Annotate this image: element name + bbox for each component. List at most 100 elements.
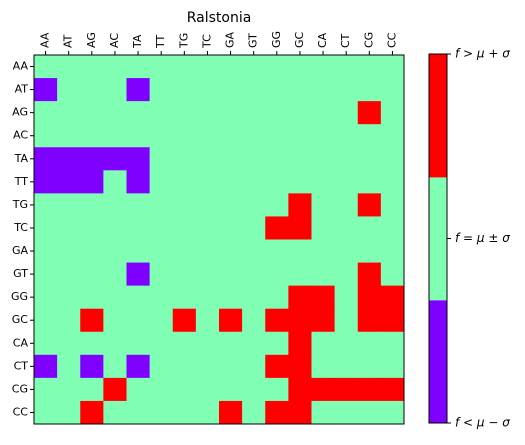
heatmap-cell <box>195 308 220 333</box>
heatmap-cell <box>265 377 289 402</box>
heatmap-cell <box>34 124 58 148</box>
y-tick-label: CC <box>13 405 29 418</box>
heatmap-cell <box>103 331 127 356</box>
heatmap-cell <box>242 170 266 194</box>
x-tick-label: TT <box>154 34 167 49</box>
heatmap-cell <box>380 101 405 125</box>
heatmap-cell <box>219 354 243 379</box>
heatmap-cell <box>265 101 289 125</box>
heatmap-cell <box>80 216 104 240</box>
y-tick-label: TT <box>14 175 29 188</box>
heatmap-cell <box>149 147 174 171</box>
heatmap-cell <box>172 55 197 79</box>
x-tick-label: GT <box>247 33 260 48</box>
heatmap-cell <box>126 193 151 217</box>
heatmap-cell <box>149 239 174 263</box>
heatmap-cell <box>195 101 220 125</box>
heatmap-cell <box>334 354 359 379</box>
heatmap-cell <box>126 78 151 102</box>
heatmap-cell <box>380 308 405 333</box>
heatmap-cell <box>103 216 127 240</box>
heatmap-cell <box>103 78 127 102</box>
heatmap-cell <box>172 377 197 402</box>
heatmap-cell <box>219 101 243 125</box>
y-tick-label: CG <box>12 382 28 395</box>
heatmap-cell <box>242 124 266 148</box>
x-tick-label: GA <box>224 31 237 48</box>
y-tick-label: GC <box>12 313 29 326</box>
heatmap-cell <box>265 193 289 217</box>
heatmap-cell <box>57 285 81 310</box>
y-tick-label: GG <box>11 290 28 303</box>
heatmap-cell <box>149 124 174 148</box>
heatmap-cell <box>126 216 151 240</box>
heatmap-cell <box>126 308 151 333</box>
heatmap-cell <box>288 78 312 102</box>
heatmap-cell <box>126 101 151 125</box>
heatmap-cell <box>149 400 174 425</box>
x-tick-label: GC <box>293 31 306 48</box>
heatmap-cell <box>357 377 382 402</box>
heatmap-cell <box>334 377 359 402</box>
heatmap-cell <box>265 55 289 79</box>
heatmap-cell <box>380 377 405 402</box>
heatmap-cell <box>219 308 243 333</box>
heatmap-cell <box>57 124 81 148</box>
heatmap-cell <box>288 55 312 79</box>
heatmap-cell <box>80 354 104 379</box>
heatmap-cell <box>357 331 382 356</box>
heatmap-cell <box>103 308 127 333</box>
heatmap-cell <box>80 285 104 310</box>
heatmap-cell <box>34 239 58 263</box>
heatmap-cell <box>311 193 336 217</box>
heatmap-cell <box>380 193 405 217</box>
heatmap-cells <box>34 55 405 425</box>
heatmap-cell <box>334 331 359 356</box>
heatmap-cell <box>57 308 81 333</box>
heatmap-cell <box>149 308 174 333</box>
heatmap-cell <box>80 78 104 102</box>
heatmap-cell <box>219 285 243 310</box>
heatmap-cell <box>242 239 266 263</box>
heatmap-cell <box>265 78 289 102</box>
x-tick-label: GG <box>270 31 283 48</box>
heatmap-cell <box>265 285 289 310</box>
heatmap-cell <box>357 216 382 240</box>
heatmap-cell <box>288 239 312 263</box>
x-axis-ticks: AA AT AG AC TA TT TG TC GA GT GG GC CA CT CG CC <box>39 31 398 55</box>
heatmap-cell <box>103 193 127 217</box>
heatmap-cell <box>57 78 81 102</box>
heatmap-cell <box>357 101 382 125</box>
heatmap-cell <box>311 101 336 125</box>
heatmap-cell <box>380 239 405 263</box>
heatmap-cell <box>172 216 197 240</box>
colorbar-segment-within <box>429 177 447 301</box>
heatmap-cell <box>195 193 220 217</box>
heatmap-cell <box>357 170 382 194</box>
heatmap-cell <box>265 354 289 379</box>
heatmap-cell <box>195 55 220 79</box>
heatmap-cell <box>57 193 81 217</box>
heatmap-cell <box>172 285 197 310</box>
heatmap-cell <box>172 308 197 333</box>
heatmap-cell <box>265 124 289 148</box>
heatmap-cell <box>242 193 266 217</box>
heatmap-cell <box>357 400 382 425</box>
heatmap-cell <box>311 377 336 402</box>
heatmap-cell <box>288 354 312 379</box>
heatmap-cell <box>334 55 359 79</box>
heatmap-cell <box>103 124 127 148</box>
heatmap-cell <box>265 331 289 356</box>
heatmap-cell <box>57 239 81 263</box>
heatmap-cell <box>34 400 58 425</box>
heatmap-cell <box>311 308 336 333</box>
heatmap-cell <box>380 262 405 287</box>
heatmap-cell <box>57 377 81 402</box>
heatmap-cell <box>219 216 243 240</box>
heatmap-cell <box>149 78 174 102</box>
heatmap-cell <box>103 377 127 402</box>
heatmap-cell <box>195 170 220 194</box>
colorbar-segment-above <box>429 54 447 178</box>
heatmap-cell <box>57 216 81 240</box>
heatmap-cell <box>380 331 405 356</box>
